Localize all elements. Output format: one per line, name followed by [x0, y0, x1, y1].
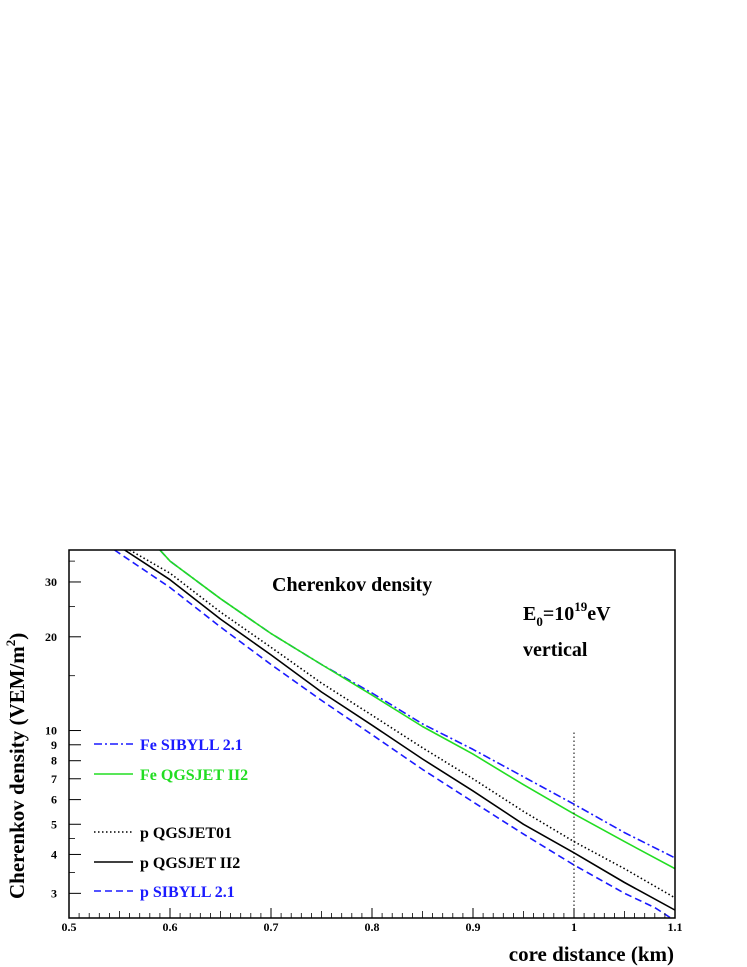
y-tick-label-8: 20 — [45, 630, 57, 644]
x-tick-layer: 0.5 0.6 0.7 0.8 0.9 1 1.1 — [62, 908, 683, 934]
y-tick-label-0: 3 — [51, 886, 57, 900]
y-axis-label-sup: 2 — [3, 640, 18, 647]
chart-title: Cherenkov density — [272, 574, 432, 596]
y-tick-label-2: 5 — [51, 817, 57, 831]
y-tick-label-3: 6 — [51, 793, 57, 807]
x-tick-label-4: 0.9 — [466, 920, 481, 934]
energy-subscript: 0 — [536, 614, 543, 629]
energy-exponent: 19 — [574, 599, 588, 614]
series-line-1 — [159, 550, 675, 870]
y-tick-layer: 3 4 5 6 7 8 910 20 30 — [45, 560, 81, 919]
x-tick-label-6: 1.1 — [668, 920, 683, 934]
energy-base: E — [523, 603, 536, 625]
legend: Fe SIBYLL 2.1 Fe QGSJET II2 p QGSJET01 p QG… — [94, 737, 248, 901]
y-tick-label-7: 10 — [45, 724, 57, 738]
series-line-0 — [159, 550, 675, 859]
series-line-2 — [129, 550, 675, 899]
legend-label-1: Fe QGSJET II2 — [140, 767, 248, 784]
energy-annotation: E0=1019eV — [523, 599, 611, 629]
x-tick-label-3: 0.8 — [365, 920, 380, 934]
legend-label-2: p QGSJET01 — [140, 825, 232, 842]
x-tick-label-1: 0.6 — [163, 920, 178, 934]
y-tick-label-9: 30 — [45, 575, 57, 589]
direction-annotation: vertical — [523, 639, 588, 661]
x-axis-label: core distance (km) — [509, 942, 674, 966]
legend-label-0: Fe SIBYLL 2.1 — [140, 737, 243, 754]
series-line-3 — [124, 550, 675, 911]
y-axis-label-close: ) — [5, 633, 29, 640]
y-axis-label-main: Cherenkov density (VEM/m — [5, 646, 29, 899]
legend-label-3: p QGSJET II2 — [140, 855, 240, 872]
y-tick-label-4: 7 — [51, 772, 57, 786]
x-tick-label-2: 0.7 — [264, 920, 279, 934]
legend-label-4: p SIBYLL 2.1 — [140, 884, 235, 901]
energy-unit: eV — [587, 603, 611, 625]
energy-equals: =10 — [543, 603, 574, 625]
y-tick-label-6: 9 — [51, 738, 57, 752]
x-tick-label-5: 1 — [571, 920, 577, 934]
y-axis-label: Cherenkov density (VEM/m2) — [3, 633, 29, 899]
x-tick-label-0: 0.5 — [62, 920, 77, 934]
series-layer — [114, 550, 675, 918]
y-tick-label-1: 4 — [51, 847, 57, 861]
series-line-4 — [114, 550, 673, 918]
y-tick-label-5: 8 — [51, 754, 57, 768]
